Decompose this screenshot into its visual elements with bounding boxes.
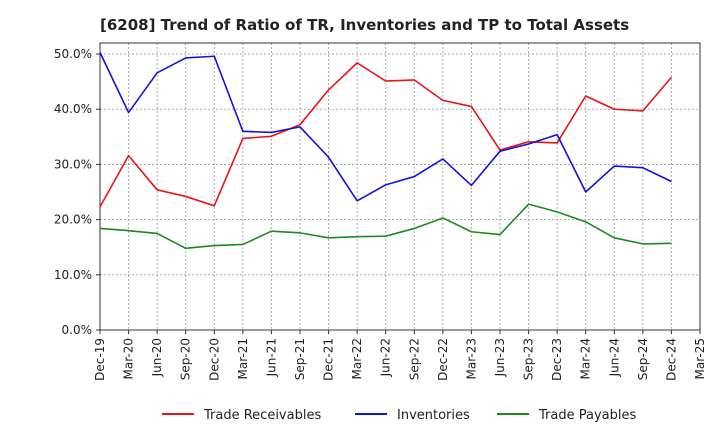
- x-tick-label: Mar-20: [122, 338, 136, 379]
- series-line-trade-receivables: [99, 62, 673, 208]
- x-tick-label: Dec-22: [436, 338, 450, 381]
- y-tick-label: 0.0%: [62, 323, 93, 337]
- plot-frame: [99, 42, 701, 331]
- x-tick-label: Jun-23: [493, 338, 507, 377]
- x-tick-label: Mar-22: [350, 338, 364, 379]
- y-tick-label: 20.0%: [54, 213, 92, 227]
- x-tick-label: Dec-24: [664, 338, 678, 381]
- chart-title: [6208] Trend of Ratio of TR, Inventories…: [100, 16, 629, 34]
- x-tick-label: Mar-21: [236, 338, 250, 379]
- x-tick-label: Sep-21: [293, 338, 307, 380]
- x-tick-label: Dec-20: [207, 338, 221, 381]
- x-tick-label: Sep-23: [522, 338, 536, 380]
- x-tick-label: Mar-23: [464, 338, 478, 379]
- y-tick-label: 50.0%: [54, 47, 92, 61]
- legend: Trade Receivables Inventories Trade Payabl…: [162, 408, 636, 423]
- x-tick-label: Sep-24: [636, 338, 650, 380]
- x-tick-label: Mar-25: [693, 338, 707, 379]
- y-tick-label: 10.0%: [54, 268, 92, 282]
- legend-label-trade-receivables: Trade Receivables: [203, 408, 321, 423]
- series-line-trade-payables: [99, 203, 672, 250]
- x-tick-label: Dec-23: [550, 338, 564, 381]
- x-axis: Dec-19 Mar-20 Jun-20 Sep-20 Dec-20 Mar-21 Jun-…: [93, 330, 707, 381]
- x-tick-label: Dec-19: [93, 338, 107, 381]
- x-tick-label: Sep-20: [179, 338, 193, 380]
- series-lines: [99, 52, 673, 250]
- x-tick-label: Jun-22: [379, 338, 393, 377]
- legend-label-inventories: Inventories: [397, 408, 470, 423]
- x-tick-label: Jun-24: [607, 338, 621, 377]
- x-tick-label: Jun-20: [150, 338, 164, 377]
- x-tick-label: Jun-21: [264, 338, 278, 377]
- x-tick-label: Sep-22: [407, 338, 421, 380]
- series-line-inventories: [99, 52, 672, 202]
- y-tick-label: 30.0%: [54, 157, 92, 171]
- y-axis: 0.0% 10.0% 20.0% 30.0% 40.0% 50.0%: [54, 47, 100, 337]
- x-tick-label: Dec-21: [322, 338, 336, 381]
- legend-label-trade-payables: Trade Payables: [538, 408, 636, 423]
- grid: [99, 43, 701, 331]
- x-tick-label: Mar-24: [579, 338, 593, 379]
- y-tick-label: 40.0%: [54, 102, 92, 116]
